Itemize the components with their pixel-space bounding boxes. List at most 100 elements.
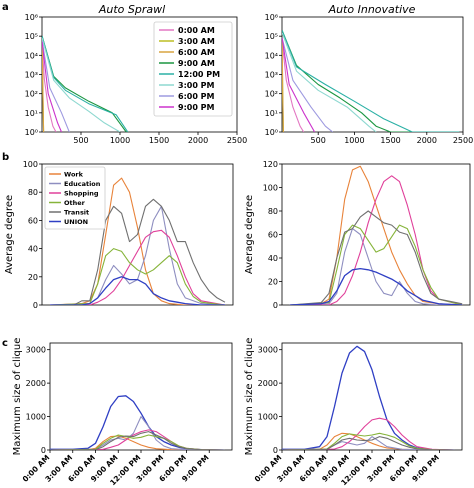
y-tick-label: 10³ bbox=[25, 71, 38, 80]
y-axis-label: Maximum size of clique bbox=[12, 338, 23, 456]
y-tick-label: 0 bbox=[273, 446, 278, 455]
series-line-union bbox=[289, 267, 463, 305]
y-tick-label: 10⁵ bbox=[265, 32, 278, 41]
legend-label: 6:00 PM bbox=[178, 92, 215, 101]
series-line-12-00-pm bbox=[42, 36, 129, 132]
series-line-6-00-pm bbox=[282, 37, 334, 132]
y-tick-label: 1000 bbox=[258, 413, 278, 422]
x-tick-label: 500 bbox=[311, 136, 326, 145]
series-line-6-00-am bbox=[42, 40, 45, 132]
y-tick-label: 10³ bbox=[265, 71, 278, 80]
column-title-right: Auto Innovative bbox=[328, 3, 416, 16]
y-axis-label: Average degree bbox=[244, 195, 255, 274]
y-tick-label: 10⁶ bbox=[265, 13, 278, 22]
series-line-6-00-pm bbox=[42, 40, 70, 132]
plot-frame bbox=[281, 342, 463, 451]
series-line-union bbox=[50, 276, 225, 305]
chart-3: 0 20 40 60 80 100 120 Average degree bbox=[244, 160, 471, 310]
series-line-education bbox=[282, 436, 455, 450]
plot-frame bbox=[41, 163, 234, 306]
x-tick-label: 2000 bbox=[417, 136, 437, 145]
series-line-3-00-pm bbox=[282, 32, 377, 132]
y-tick-label: 120 bbox=[263, 160, 278, 169]
x-tick-label: 1000 bbox=[110, 136, 130, 145]
panel-letter-c: c bbox=[2, 338, 8, 349]
y-tick-label: 3000 bbox=[258, 346, 278, 355]
legend-label: 12:00 PM bbox=[178, 70, 220, 79]
y-tick-label: 0 bbox=[273, 301, 278, 310]
column-title-left: Auto Sprawl bbox=[98, 3, 165, 16]
legend-label: 0:00 AM bbox=[178, 26, 215, 35]
x-tick-label: 2500 bbox=[227, 136, 247, 145]
y-tick-label: 10¹ bbox=[265, 109, 278, 118]
y-tick-label: 40 bbox=[268, 254, 278, 263]
series-line-education bbox=[49, 205, 226, 305]
legend-box bbox=[153, 21, 233, 117]
y-tick-label: 1000 bbox=[26, 413, 46, 422]
series-line-3-00-pm bbox=[42, 37, 121, 132]
series-line-other bbox=[50, 434, 225, 450]
series-line-transit bbox=[282, 436, 455, 450]
plot-frame bbox=[49, 342, 233, 451]
y-tick-label: 10⁴ bbox=[25, 51, 38, 60]
series-line-transit bbox=[50, 198, 226, 305]
y-tick-label: 10² bbox=[25, 90, 38, 99]
legend-label: Education bbox=[64, 180, 101, 188]
series-line-shopping bbox=[282, 417, 455, 450]
series-line-9-00-am bbox=[282, 30, 420, 132]
series-line-shopping bbox=[289, 175, 463, 305]
panel-letter-b: b bbox=[2, 152, 9, 163]
series-line-shopping bbox=[50, 229, 226, 305]
y-tick-label: 10⁵ bbox=[25, 32, 38, 41]
series-line-12-00-pm bbox=[282, 30, 460, 132]
y-axis-label: Average degree bbox=[4, 195, 15, 274]
y-tick-label: 20 bbox=[28, 273, 38, 282]
legend-label: 3:00 PM bbox=[178, 81, 215, 90]
x-tick-label: 2500 bbox=[453, 136, 473, 145]
series-line-9-00-am bbox=[42, 36, 127, 132]
legend-box bbox=[44, 166, 106, 230]
series-line-union bbox=[282, 345, 455, 450]
y-tick-label: 80 bbox=[268, 207, 278, 216]
series-line-shopping bbox=[50, 429, 225, 450]
y-tick-label: 60 bbox=[268, 231, 278, 240]
legend-label: UNION bbox=[64, 218, 88, 226]
series-line-education bbox=[289, 228, 463, 305]
y-axis-label: Maximum size of clique bbox=[244, 338, 255, 456]
series-line-transit bbox=[289, 210, 463, 305]
y-tick-label: 100 bbox=[263, 184, 278, 193]
y-tick-label: 10⁴ bbox=[265, 51, 278, 60]
legend-label: Shopping bbox=[64, 190, 99, 198]
series-line-transit bbox=[50, 431, 225, 450]
y-tick-label: 0 bbox=[41, 446, 46, 455]
y-tick-label: 3000 bbox=[26, 346, 46, 355]
series-line-other bbox=[289, 224, 463, 305]
y-tick-label: 40 bbox=[28, 245, 38, 254]
y-tick-label: 10⁶ bbox=[25, 13, 38, 22]
chart-1: 10⁰ 10¹ 10² 10³ 10⁴ 10⁵ 10⁶ 500 1000 1500 2000 2500 bbox=[265, 13, 474, 145]
series-line-6-00-am bbox=[282, 37, 284, 132]
legend-label: 9:00 PM bbox=[178, 103, 215, 112]
series-line-9-00-pm bbox=[282, 37, 316, 132]
x-tick-label: 1000 bbox=[344, 136, 364, 145]
y-tick-label: 100 bbox=[23, 160, 38, 169]
y-tick-label: 10⁰ bbox=[265, 128, 278, 137]
legend-label: 6:00 AM bbox=[178, 48, 215, 57]
series-line-education bbox=[50, 416, 225, 450]
series-line-0-00-am bbox=[282, 40, 305, 132]
series-line-work bbox=[50, 435, 225, 450]
x-tick-label: 1500 bbox=[380, 136, 400, 145]
plot-frame bbox=[281, 163, 471, 306]
series-line-0-00-am bbox=[42, 43, 57, 132]
y-tick-label: 60 bbox=[28, 216, 38, 225]
x-tick-label: 1500 bbox=[149, 136, 169, 145]
y-tick-label: 10² bbox=[265, 90, 278, 99]
series-line-work bbox=[289, 165, 463, 305]
series-line-union bbox=[50, 395, 225, 450]
y-tick-label: 0 bbox=[33, 301, 38, 310]
x-tick-label: 2000 bbox=[188, 136, 208, 145]
y-tick-label: 2000 bbox=[26, 379, 46, 388]
